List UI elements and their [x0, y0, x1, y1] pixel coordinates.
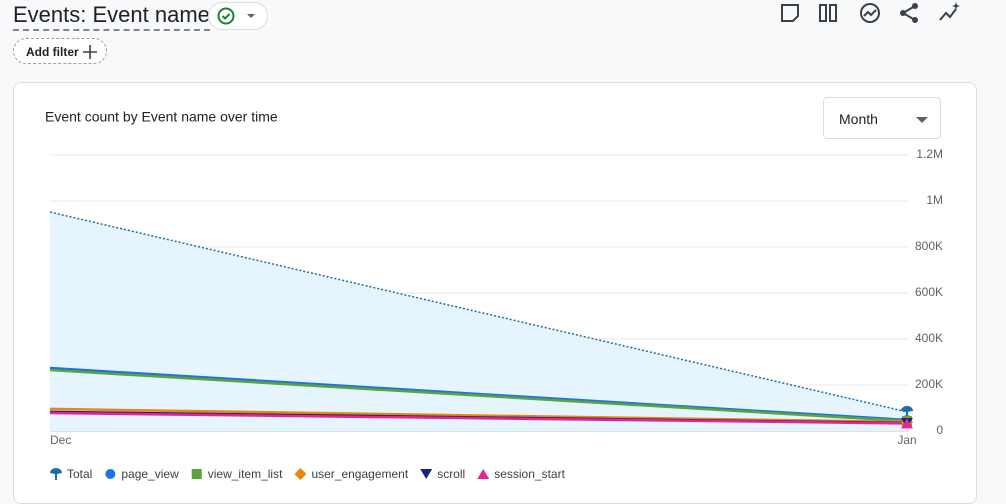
legend-label: page_view	[121, 467, 179, 481]
y-tick-label: 800K	[915, 239, 943, 253]
add-filter-button[interactable]: Add filter	[13, 38, 107, 64]
dropdown-arrow	[916, 117, 928, 123]
chart-title: Event count by Event name over time	[45, 109, 278, 125]
plus-icon	[83, 45, 97, 59]
share-icon[interactable]	[900, 3, 918, 23]
y-tick-label: 400K	[915, 331, 943, 345]
period-dropdown[interactable]: Month	[823, 97, 941, 139]
legend-item[interactable]: view_item_list	[191, 467, 283, 481]
legend-label: Total	[67, 467, 92, 481]
page: Events: Event name Add filter Month Even…	[13, 2, 977, 504]
legend-item[interactable]: Total	[50, 467, 92, 481]
toolbar-icons	[781, 2, 960, 23]
chart: Event count by Event name over time 0 200…	[45, 109, 943, 481]
status-icons	[217, 7, 255, 25]
marker	[901, 418, 913, 429]
legend-label: user_engagement	[311, 467, 408, 481]
marker	[191, 469, 202, 479]
marker	[105, 469, 116, 479]
period-label: Month	[839, 111, 878, 127]
legend-label: scroll	[437, 467, 465, 481]
line	[49, 407, 908, 424]
x-tick-label: Jan	[897, 433, 916, 447]
page-title: Events: Event name	[13, 2, 210, 31]
marker	[901, 405, 913, 418]
legend-item[interactable]: scroll	[420, 467, 465, 481]
marker	[50, 468, 62, 480]
add-filter-label: Add filter	[26, 45, 79, 59]
y-tick-label: 600K	[915, 285, 943, 299]
y-tick-label: 200K	[915, 377, 943, 391]
area	[50, 212, 907, 431]
y-tick-label: 1.2M	[916, 147, 943, 161]
line	[49, 411, 908, 425]
line	[49, 211, 908, 413]
marker	[477, 469, 490, 479]
insights-icon[interactable]	[860, 3, 880, 23]
status-chip[interactable]	[208, 2, 268, 30]
legend-label: view_item_list	[208, 467, 283, 481]
legend-label: session_start	[494, 467, 565, 481]
marker	[420, 469, 433, 479]
legend-item[interactable]: session_start	[477, 467, 566, 481]
y-tick-label: 0	[936, 423, 943, 437]
legend-item[interactable]: user_engagement	[294, 467, 409, 481]
ai-icon[interactable]	[939, 2, 960, 21]
marker	[294, 468, 307, 480]
compare-icon[interactable]	[819, 4, 837, 22]
x-tick-label: Dec	[50, 433, 71, 447]
legend-item[interactable]: page_view	[105, 467, 179, 481]
line	[49, 368, 908, 423]
note-icon[interactable]	[781, 4, 799, 22]
y-tick-label: 1M	[926, 193, 943, 207]
line	[49, 366, 908, 422]
